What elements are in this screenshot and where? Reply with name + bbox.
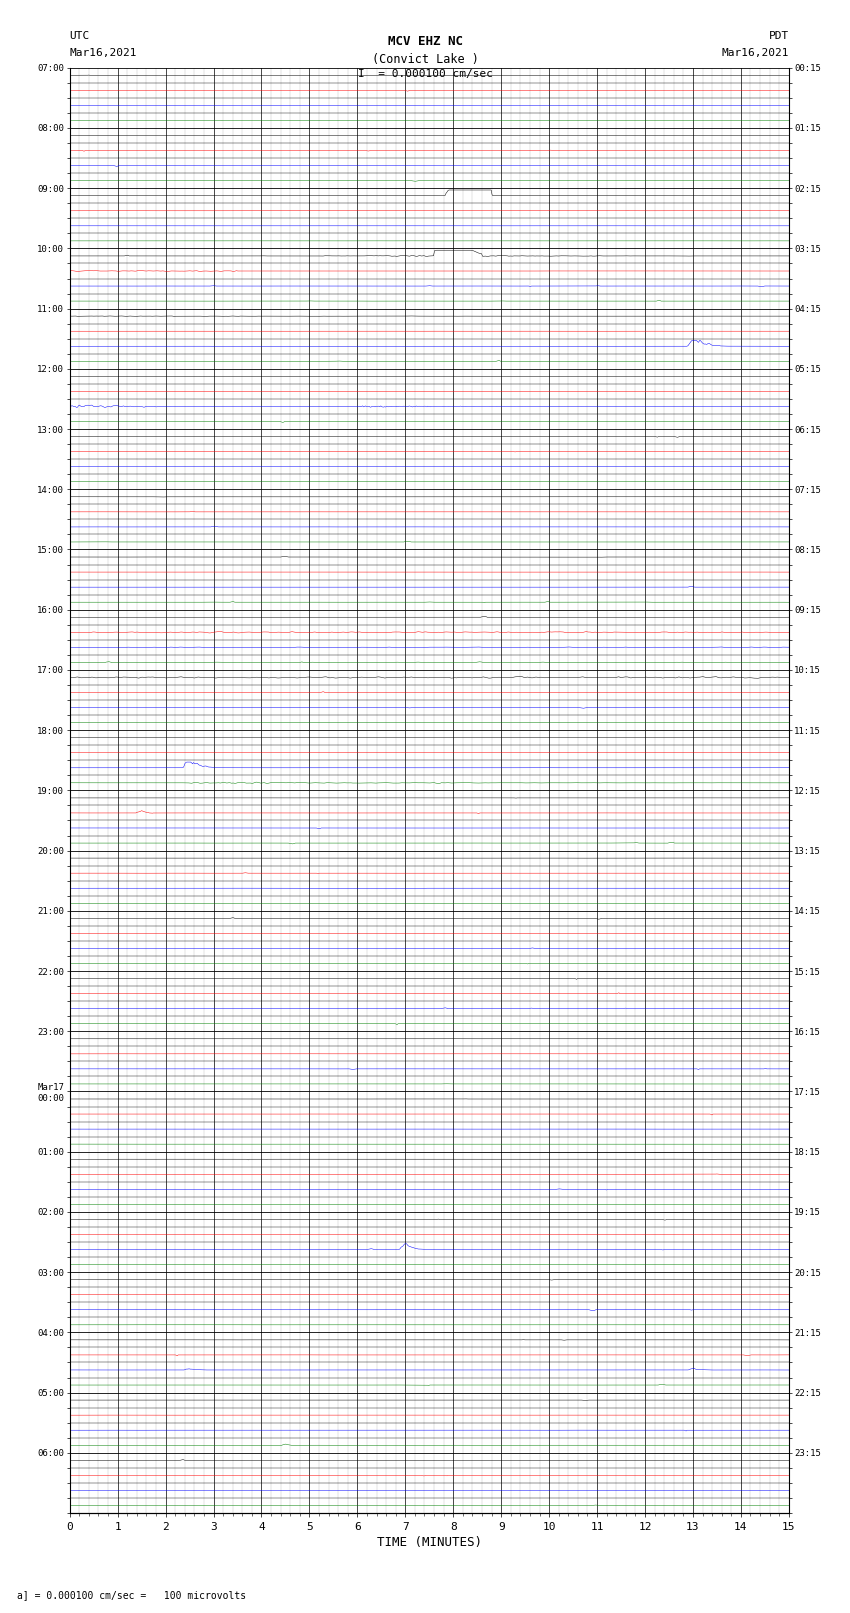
Text: a] = 0.000100 cm/sec =   100 microvolts: a] = 0.000100 cm/sec = 100 microvolts — [17, 1590, 246, 1600]
Text: MCV EHZ NC: MCV EHZ NC — [388, 35, 462, 48]
Text: PDT: PDT — [768, 31, 789, 40]
Text: (Convict Lake ): (Convict Lake ) — [371, 53, 479, 66]
Text: Mar16,2021: Mar16,2021 — [722, 48, 789, 58]
Text: Mar16,2021: Mar16,2021 — [70, 48, 137, 58]
X-axis label: TIME (MINUTES): TIME (MINUTES) — [377, 1536, 482, 1548]
Text: UTC: UTC — [70, 31, 90, 40]
Text: I  = 0.000100 cm/sec: I = 0.000100 cm/sec — [358, 69, 492, 79]
